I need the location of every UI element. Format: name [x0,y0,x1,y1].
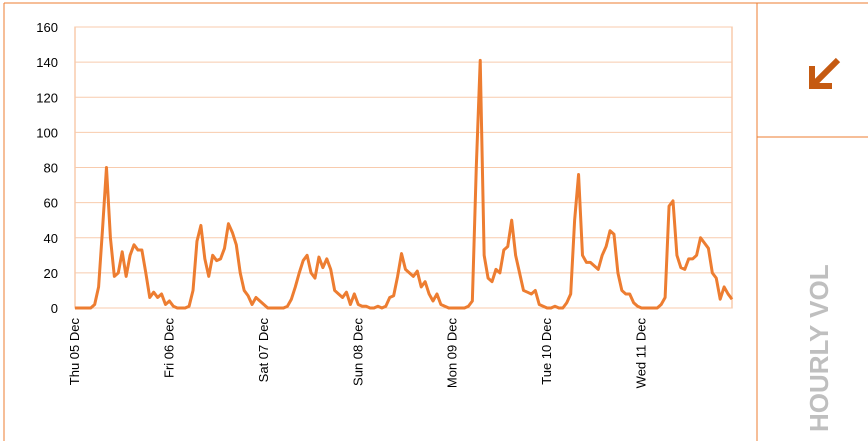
y-tick-label: 140 [36,55,58,70]
trend-arrow [809,57,841,89]
x-tick-label: Sun 08 Dec [350,318,365,386]
y-tick-label: 60 [44,196,58,211]
y-tick-label: 40 [44,231,58,246]
x-tick-label: Sat 07 Dec [256,318,271,383]
panel-label: HOURLY VOL [804,264,834,432]
y-tick-label: 80 [44,161,58,176]
x-tick-label: Fri 06 Dec [161,318,176,378]
series-line [75,58,734,310]
x-tick-label: Tue 10 Dec [539,318,554,385]
y-tick-label: 120 [36,90,58,105]
y-tick-label: 160 [36,20,58,35]
y-tick-label: 0 [51,301,58,316]
x-tick-label: Wed 11 Dec [634,318,649,389]
y-tick-label: 100 [36,125,58,140]
x-tick-label: Thu 05 Dec [67,318,82,386]
y-tick-label: 20 [44,266,58,281]
x-tick-label: Mon 09 Dec [445,318,460,389]
